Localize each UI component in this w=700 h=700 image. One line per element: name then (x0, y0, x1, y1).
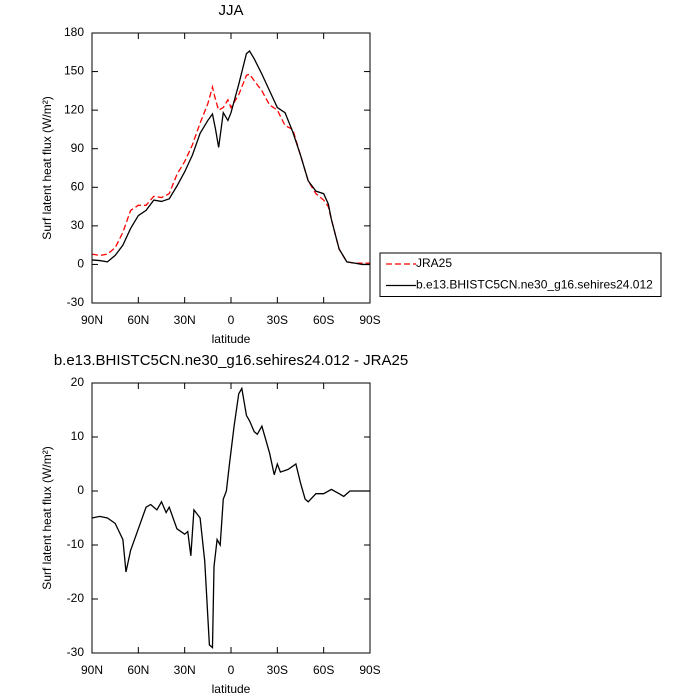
y-tick-label: -30 (67, 295, 85, 309)
chart-title: b.e13.BHISTC5CN.ne30_g16.sehires24.012 -… (54, 352, 408, 369)
x-tick-label: 90S (359, 313, 380, 327)
x-tick-label: 60N (127, 663, 149, 677)
x-tick-label: 60S (313, 663, 334, 677)
x-tick-label: 0 (228, 313, 235, 327)
y-tick-label: 20 (71, 375, 85, 389)
y-tick-label: 30 (71, 218, 85, 232)
x-tick-label: 90S (359, 663, 380, 677)
y-axis-label: Surf latent heat flux (W/m²) (40, 446, 54, 589)
x-tick-label: 0 (228, 663, 235, 677)
y-tick-label: 0 (77, 257, 84, 271)
y-tick-label: -10 (67, 537, 85, 551)
y-tick-label: 180 (64, 25, 84, 39)
data-line (91, 50, 370, 266)
x-axis-label: latitude (212, 682, 251, 696)
x-tick-label: 90N (81, 313, 103, 327)
y-axis-label: Surf latent heat flux (W/m²) (40, 96, 54, 239)
y-tick-label: -30 (67, 645, 85, 659)
y-tick-label: 150 (64, 64, 84, 78)
data-line (91, 73, 370, 264)
y-tick-label: 90 (71, 141, 85, 155)
plot-frame (91, 32, 371, 304)
plot-frame (91, 382, 371, 654)
x-tick-label: 60S (313, 313, 334, 327)
x-tick-label: 90N (81, 663, 103, 677)
x-tick-label: 60N (127, 313, 149, 327)
x-tick-label: 30S (267, 313, 288, 327)
y-tick-label: 10 (71, 429, 85, 443)
legend-frame (379, 252, 662, 297)
y-tick-label: 0 (77, 483, 84, 497)
chart-title: JJA (218, 2, 243, 19)
y-tick-label: 120 (64, 102, 84, 116)
legend-label: JRA25 (416, 256, 452, 270)
y-tick-label: 60 (71, 179, 85, 193)
x-tick-label: 30N (174, 663, 196, 677)
x-tick-label: 30N (174, 313, 196, 327)
data-line (91, 386, 370, 650)
y-tick-label: -20 (67, 591, 85, 605)
x-tick-label: 30S (267, 663, 288, 677)
legend-label: b.e13.BHISTC5CN.ne30_g16.sehires24.012 (416, 278, 653, 292)
x-axis-label: latitude (212, 332, 251, 346)
